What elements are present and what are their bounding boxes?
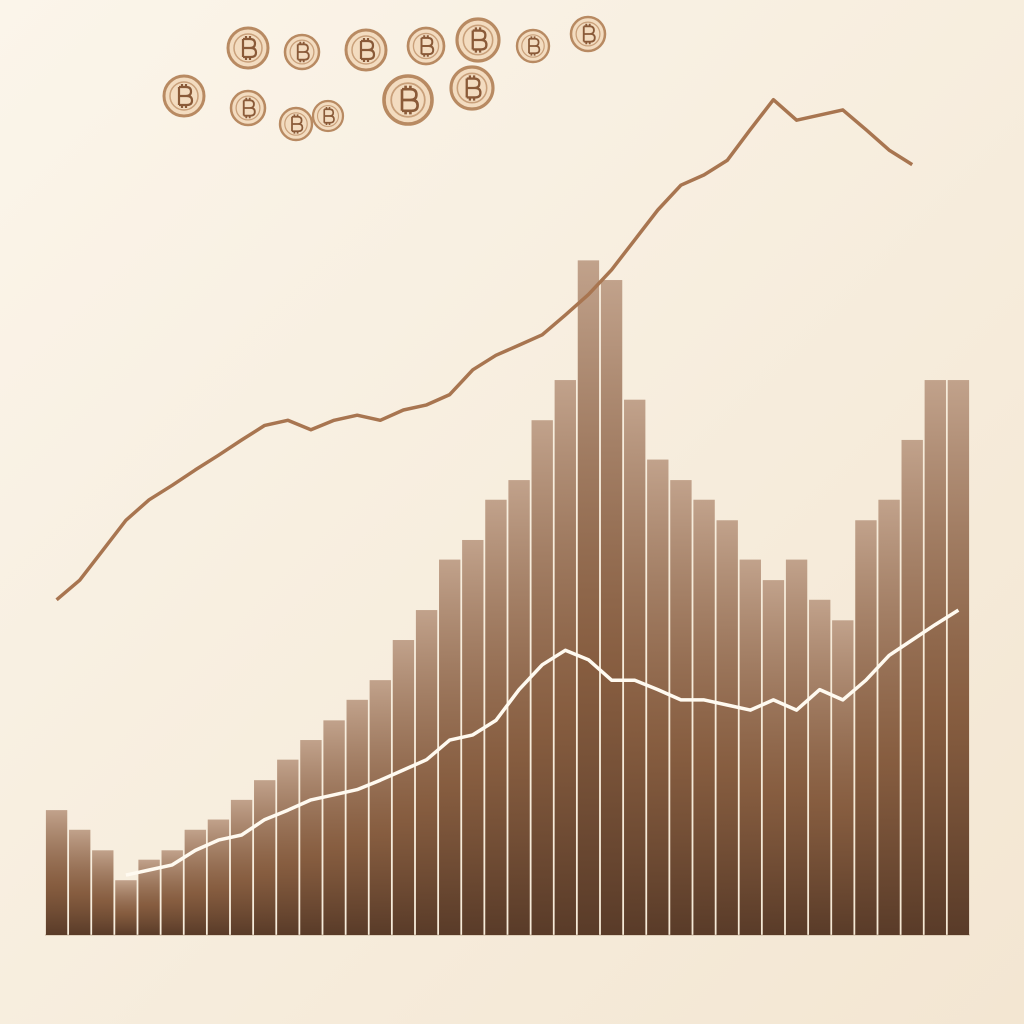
- bar-shade: [230, 799, 253, 935]
- bar-shade: [855, 520, 877, 935]
- bar-shade: [462, 539, 484, 935]
- bar-shade: [624, 399, 646, 935]
- bar-shade: [809, 599, 831, 935]
- bar-shade: [739, 559, 761, 935]
- bar-shade: [647, 459, 669, 935]
- bar-shade: [161, 850, 183, 935]
- bar-shade: [184, 829, 206, 935]
- bar-shade: [415, 610, 438, 935]
- bar-shade: [947, 380, 970, 936]
- bar-shade: [785, 559, 808, 935]
- bar-shade: [45, 810, 68, 935]
- bar-shade: [300, 740, 322, 935]
- bar-shade: [508, 480, 530, 935]
- bar-shade: [762, 580, 785, 935]
- bar-shade: [323, 720, 345, 935]
- bar-shade: [346, 699, 368, 935]
- bar-shade: [693, 499, 715, 935]
- line: [55, 97, 914, 602]
- bar-shade: [277, 759, 299, 935]
- bar-shade: [577, 260, 600, 935]
- bar-shade: [924, 380, 946, 936]
- bar-shade: [531, 420, 553, 935]
- bar-shade: [716, 520, 738, 935]
- bar-shade: [369, 680, 391, 935]
- bar-shade: [392, 640, 415, 935]
- bar-shade: [115, 880, 137, 935]
- line: [125, 608, 960, 877]
- bar-shade: [138, 859, 160, 935]
- bar-shade: [439, 559, 461, 935]
- bar-shade: [69, 829, 91, 935]
- bar-shade: [878, 499, 900, 935]
- bar-shade: [207, 819, 230, 935]
- bar-shade: [832, 620, 854, 935]
- bar-shade: [600, 280, 623, 935]
- bar-shade: [92, 850, 114, 935]
- bar-shade: [485, 499, 507, 935]
- bar-shade: [901, 439, 923, 935]
- bar-shade: [670, 480, 692, 935]
- bar-shade: [554, 380, 576, 936]
- bar-shade: [254, 780, 276, 935]
